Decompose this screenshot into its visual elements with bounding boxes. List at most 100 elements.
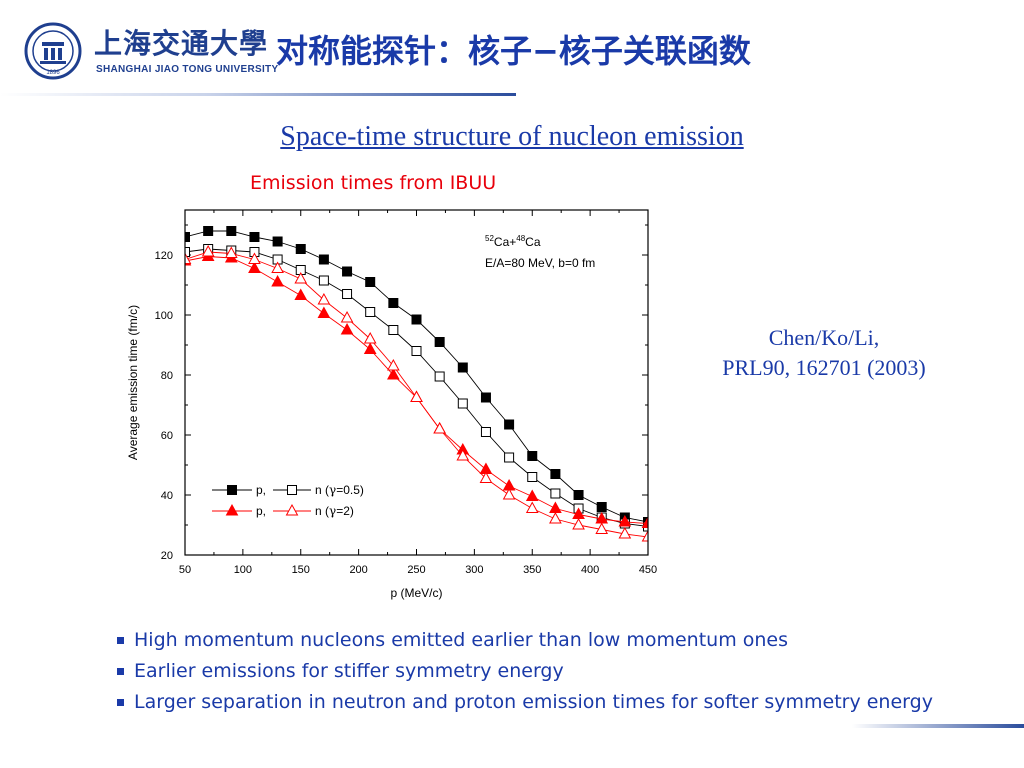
chart-caption: Emission times from IBUU [250, 172, 497, 194]
data-point [641, 529, 648, 542]
citation: Chen/Ko/Li, PRL90, 162701 (2003) [688, 323, 960, 383]
series-line [185, 248, 648, 527]
legend-marker [227, 485, 237, 495]
y-tick-label: 100 [155, 310, 173, 322]
data-point [317, 306, 331, 318]
data-point [203, 226, 214, 236]
data-point [363, 342, 377, 354]
series-n-gamma-0_5 [185, 244, 648, 532]
plot-frame [184, 209, 649, 556]
data-point [504, 419, 515, 430]
bullet-item: Earlier emissions for stiffer symmetry e… [112, 656, 992, 687]
data-point [201, 244, 215, 257]
legend-label-suffix: =2) [336, 504, 354, 518]
bullet-text: High momentum nucleons emitted earlier t… [134, 629, 788, 651]
data-point [596, 502, 607, 512]
reaction-mass-1: 52 [485, 234, 494, 243]
data-point [433, 421, 446, 434]
data-point [618, 514, 632, 527]
series-p-gamma-2 [185, 249, 648, 528]
data-point [480, 427, 491, 437]
legend-row: p, n (γ=0.5) [212, 483, 364, 497]
data-point [618, 526, 632, 539]
data-point [294, 288, 308, 300]
series-n-gamma-2 [185, 244, 648, 542]
data-point [573, 490, 584, 500]
legend-label-prefix: n ( [315, 504, 329, 518]
logo-year: 1896 [46, 70, 60, 76]
x-tick-label: 450 [639, 564, 657, 576]
y-tick-label: 120 [155, 250, 173, 262]
data-point [411, 346, 422, 356]
citation-authors: Chen/Ko/Li, [768, 325, 880, 350]
data-point [502, 487, 516, 500]
data-point [365, 307, 376, 317]
data-point [434, 371, 445, 382]
data-point [595, 522, 609, 534]
reaction-element-1: Ca+ [494, 235, 516, 249]
data-point [387, 358, 400, 371]
data-point [340, 322, 354, 335]
data-point [271, 261, 284, 273]
logo-english-name: SHANGHAI JIAO TONG UNIVERSITY [96, 64, 279, 75]
data-point [317, 292, 331, 305]
y-tick-label: 80 [161, 370, 173, 382]
data-point [248, 252, 261, 264]
data-point [340, 310, 354, 323]
y-axis-label: Average emission time (fm/c) [126, 305, 140, 460]
legend-label: n (γ=2) [315, 504, 354, 518]
data-point [224, 246, 238, 258]
legend-row: p, n (γ=2) [212, 503, 354, 518]
data-point [342, 266, 353, 277]
data-point [365, 277, 376, 287]
university-seal-icon: 1896 [24, 22, 82, 80]
bullet-text: Larger separation in neutron and proton … [134, 691, 933, 713]
y-tick-label: 20 [161, 550, 173, 562]
header-divider [0, 93, 516, 96]
legend-label: n (γ=0.5) [315, 483, 364, 497]
data-point [318, 275, 329, 286]
bullet-list: High momentum nucleons emitted earlier t… [112, 625, 992, 718]
data-point [410, 390, 423, 402]
series-p-gamma-0_5 [185, 226, 648, 527]
data-point [272, 236, 283, 247]
tick-labels: 50 100 150 200 250 300 350 400 450 20 40 60 80 100 120 [155, 250, 658, 576]
data-point [504, 452, 515, 463]
reaction-mass-2: 48 [516, 234, 525, 243]
citation-reference: PRL90, 162701 (2003) [722, 355, 926, 380]
data-point [641, 516, 648, 528]
bullet-item: Larger separation in neutron and proton … [112, 687, 992, 718]
data-point [480, 392, 491, 403]
data-point [226, 226, 237, 236]
legend-label-suffix: =0.5) [336, 483, 364, 497]
chart-series [185, 226, 648, 542]
footer-divider [852, 724, 1024, 728]
square-bullet-icon [117, 699, 124, 706]
legend-marker [225, 503, 239, 516]
square-bullet-icon [117, 668, 124, 675]
data-point [411, 314, 422, 325]
x-tick-label: 150 [292, 564, 310, 576]
legend-marker [285, 503, 299, 516]
slide-title: 对称能探针：核子−核子关联函数 [276, 32, 751, 70]
chart-legend: p, n (γ=0.5) p, n (γ=2) [212, 483, 364, 518]
data-point [294, 271, 308, 284]
data-point [185, 247, 190, 257]
data-point [525, 501, 539, 513]
data-point [185, 252, 192, 264]
data-point [550, 488, 561, 499]
data-point [457, 398, 468, 409]
energy-label: E/A=80 MeV, b=0 fm [485, 256, 595, 270]
legend-gamma-symbol: γ [329, 504, 336, 518]
y-tick-label: 60 [161, 430, 173, 442]
data-point [185, 232, 190, 242]
data-point [549, 511, 562, 524]
data-point [525, 489, 539, 501]
reaction-label: 52Ca+48Ca [485, 234, 541, 249]
legend-marker [287, 485, 297, 495]
data-point [388, 325, 399, 335]
legend-gamma-symbol: γ [329, 483, 336, 497]
data-point [388, 298, 399, 308]
data-point [456, 448, 470, 461]
data-point [271, 274, 284, 287]
